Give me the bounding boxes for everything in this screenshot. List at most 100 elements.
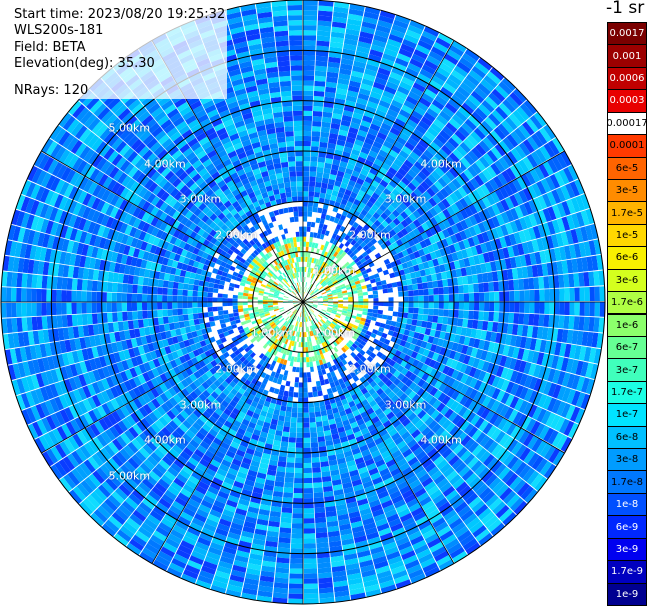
radar-gate	[458, 293, 465, 302]
radar-gate	[442, 375, 451, 385]
radar-gate	[492, 480, 505, 494]
radar-gate	[331, 291, 338, 295]
radar-gate	[378, 15, 394, 25]
radar-gate	[534, 476, 548, 492]
radar-gate	[468, 337, 476, 348]
radar-gate	[317, 390, 323, 397]
radar-gate	[306, 295, 311, 299]
radar-gate	[475, 432, 487, 444]
radar-gate	[424, 130, 436, 142]
radar-gate	[278, 537, 291, 544]
radar-gate	[357, 466, 368, 475]
radar-gate	[397, 373, 405, 381]
radar-gate	[546, 235, 554, 249]
radar-gate	[278, 415, 285, 422]
radar-gate	[465, 327, 473, 338]
radar-gate	[493, 281, 499, 292]
radar-gate	[307, 302, 314, 304]
radar-gate	[369, 399, 377, 408]
radar-gate	[581, 257, 589, 272]
radar-gate	[346, 288, 353, 293]
radar-gate	[307, 303, 313, 306]
radar-gate	[509, 194, 519, 208]
radar-gate	[320, 131, 330, 138]
radar-gate	[419, 355, 428, 364]
radar-gate	[421, 213, 430, 223]
radar-gate	[405, 29, 421, 40]
radar-gate	[335, 175, 344, 183]
radar-gate	[326, 209, 333, 216]
radar-gate	[303, 246, 306, 252]
radar-gate	[346, 230, 354, 237]
radar-gate	[317, 284, 322, 289]
radar-gate	[436, 66, 451, 78]
radar-gate	[324, 240, 330, 247]
radar-gate	[405, 273, 412, 280]
radar-gate	[385, 263, 393, 270]
radar-gate	[410, 325, 417, 332]
radar-gate	[342, 292, 348, 296]
radar-gate	[556, 401, 567, 416]
radar-gate	[499, 487, 513, 501]
radar-gate	[555, 187, 566, 202]
radar-gate	[387, 310, 394, 316]
radar-gate	[445, 436, 457, 448]
radar-gate	[455, 211, 465, 222]
radar-gate	[376, 72, 389, 81]
radar-gate	[333, 6, 349, 14]
radar-gate	[478, 292, 485, 302]
radar-gate	[575, 211, 585, 227]
radar-gate	[338, 318, 345, 323]
radar-gate	[385, 481, 397, 491]
radar-gate	[356, 245, 363, 252]
radar-gate	[330, 195, 337, 202]
radar-gate	[324, 162, 332, 169]
radar-gate	[477, 210, 487, 222]
radar-gate	[368, 294, 374, 299]
radar-gate	[434, 330, 441, 339]
radar-gate	[391, 175, 401, 185]
radar-gate	[320, 126, 331, 133]
radar-gate	[317, 431, 325, 438]
radar-gate	[277, 461, 287, 468]
radar-gate	[338, 129, 349, 137]
radar-gate	[541, 263, 549, 276]
radar-gate	[330, 354, 336, 361]
radar-gate	[305, 311, 308, 317]
radar-gate	[312, 304, 318, 307]
radar-gate	[482, 372, 491, 384]
radar-gate	[310, 267, 314, 274]
radar-gate	[578, 272, 585, 287]
radar-gate	[466, 411, 477, 423]
radar-gate	[403, 296, 409, 302]
radar-gate	[344, 261, 350, 268]
radar-gate	[297, 417, 303, 423]
radar-gate	[289, 432, 297, 438]
radar-gate	[366, 241, 374, 248]
radar-gate	[511, 324, 519, 336]
radar-gate	[470, 347, 479, 358]
radar-gate	[318, 223, 324, 230]
radar-gate	[458, 259, 466, 269]
radar-gate	[330, 211, 337, 218]
radar-gate	[392, 386, 401, 395]
radar-gate	[339, 467, 349, 475]
radar-gate	[393, 436, 404, 446]
radar-gate	[433, 41, 449, 54]
radar-gate	[536, 238, 545, 252]
radar-gate	[493, 312, 500, 322]
radar-gate	[442, 433, 453, 444]
radar-gate	[536, 180, 547, 195]
radar-gate	[408, 302, 414, 308]
radar-gate	[338, 378, 345, 385]
radar-gate	[448, 118, 461, 130]
radar-gate	[341, 244, 348, 252]
radar-gate	[356, 418, 365, 426]
radar-gate	[490, 261, 497, 272]
radar-gate	[364, 176, 374, 185]
radar-gate	[464, 438, 476, 450]
radar-gate	[376, 131, 388, 141]
radar-gate	[311, 141, 320, 147]
radar-gate	[408, 502, 422, 513]
radar-gate	[377, 256, 384, 263]
